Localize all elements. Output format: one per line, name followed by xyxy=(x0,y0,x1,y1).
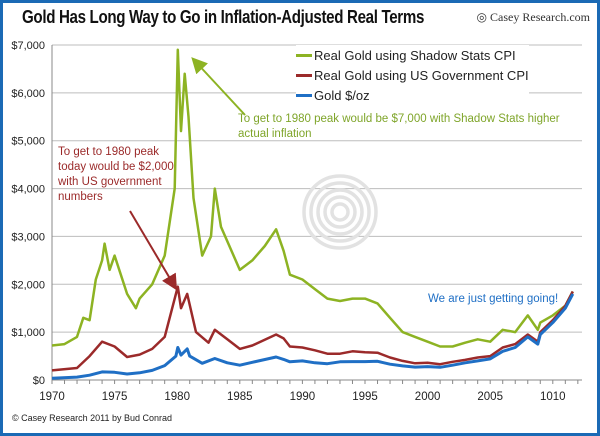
x-tick-label: 1975 xyxy=(102,391,128,403)
x-tick-label: 1985 xyxy=(227,391,253,403)
series-line-1 xyxy=(51,285,574,372)
x-tick-label: 1970 xyxy=(39,391,65,403)
legend: Real Gold using Shadow Stats CPI Real Go… xyxy=(296,45,529,105)
y-tick-label: $2,000 xyxy=(11,279,45,291)
y-tick-label: $1,000 xyxy=(11,327,45,339)
annotation-shadow: To get to 1980 peak would be $7,000 with… xyxy=(238,113,560,140)
casey-research-logo: ◎ Casey Research.com xyxy=(476,10,590,24)
logo-text: Casey Research.com xyxy=(490,10,590,24)
y-tick-label: $5,000 xyxy=(11,136,45,148)
annotation-going: We are just getting going! xyxy=(428,293,559,305)
x-tick-label: 1010 xyxy=(540,391,566,403)
series-line-2 xyxy=(51,293,575,380)
legend-label: Real Gold using US Government CPI xyxy=(314,67,529,83)
chart-title: Gold Has Long Way to Go in Inflation-Adj… xyxy=(22,7,425,27)
annotation-gov: To get to 1980 peak today would be $2,00… xyxy=(58,146,174,203)
credit-text: © Casey Research 2011 by Bud Conrad xyxy=(12,413,173,423)
legend-label: Real Gold using Shadow Stats CPI xyxy=(314,47,516,63)
y-tick-label: $0 xyxy=(33,375,45,387)
x-tick-label: 2000 xyxy=(415,391,441,403)
arrow-shadow xyxy=(191,57,246,116)
casey-watermark-icon xyxy=(302,174,378,250)
x-tick-label: 1995 xyxy=(352,391,378,403)
x-tick-label: 2005 xyxy=(477,391,503,403)
y-tick-label: $7,000 xyxy=(11,40,45,52)
x-tick-label: 1990 xyxy=(290,391,316,403)
y-tick-label: $4,000 xyxy=(11,184,45,196)
arrow-gov xyxy=(129,210,178,291)
y-tick-label: $6,000 xyxy=(11,88,45,100)
legend-item-gold: Gold $/oz xyxy=(296,85,529,105)
legend-label: Gold $/oz xyxy=(314,87,370,103)
series-line-0 xyxy=(51,48,574,348)
legend-item-shadow: Real Gold using Shadow Stats CPI xyxy=(296,45,529,65)
legend-item-gov: Real Gold using US Government CPI xyxy=(296,65,529,85)
y-tick-label: $3,000 xyxy=(11,231,45,243)
x-tick-label: 1980 xyxy=(164,391,190,403)
